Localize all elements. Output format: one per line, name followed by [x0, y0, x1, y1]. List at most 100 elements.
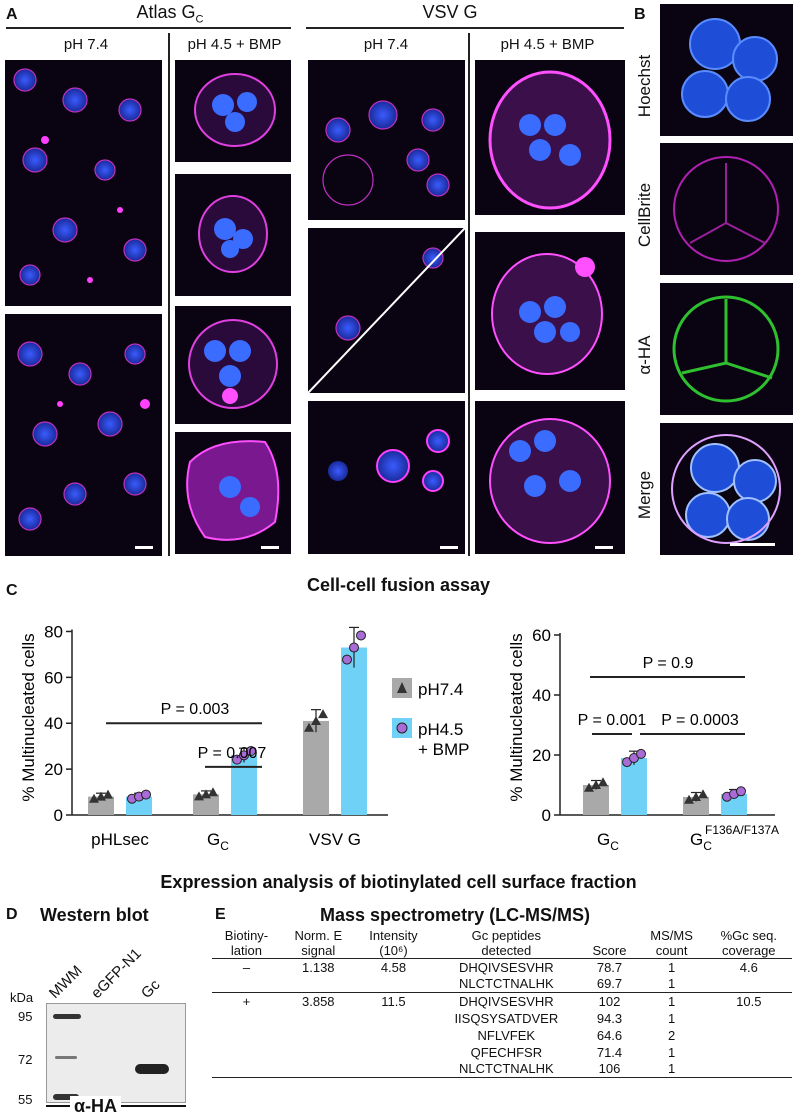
band-gc [135, 1064, 169, 1074]
ms-cell: 4.6 [739, 959, 758, 975]
scale-bar [440, 546, 458, 549]
ms-header: Score [581, 928, 637, 959]
micrograph-atlas-ph45-3 [175, 306, 291, 424]
band-mwm-95 [53, 1014, 81, 1019]
data-point-triangle [318, 709, 328, 719]
ms-cell [212, 1061, 281, 1078]
ms-cell: NLCTCTNALHK [459, 976, 554, 992]
data-point-triangle [584, 782, 594, 792]
atlas-header: Atlas GC [80, 2, 260, 26]
ms-cell [356, 1061, 432, 1078]
atlas-header-sub: C [195, 13, 204, 26]
ms-header-text: Norm. E [294, 928, 343, 943]
data-point-triangle [311, 715, 321, 725]
data-point-circle [141, 789, 151, 800]
band-mwm-72 [55, 1056, 77, 1059]
ms-cell: 71.4 [596, 1044, 623, 1060]
ms-header-text: Intensity [369, 928, 418, 943]
ms-cell: + [242, 993, 251, 1009]
data-point-triangle [103, 789, 113, 799]
data-point-triangle [208, 787, 218, 797]
legend-circle [396, 722, 408, 734]
ms-cell: – [242, 959, 251, 975]
ms-cell [356, 1010, 432, 1027]
ms-cell [281, 1044, 356, 1061]
y-tick-label: 40 [44, 714, 63, 733]
ms-header-text: Score [592, 943, 627, 958]
x-label-sub: C [703, 839, 712, 853]
ms-cell: 94.3 [596, 1010, 623, 1026]
panel-b-row-cellbrite: CellBrite [635, 182, 654, 248]
ms-header-text: detected [481, 943, 532, 958]
ms-header: %Gc seq. coverage [706, 928, 792, 959]
ms-cell [706, 1010, 792, 1027]
chart-legend: pH7.4 pH4.5+ BMP [392, 678, 470, 759]
ms-row: NLCTCTNALHK 69.7 1 [212, 976, 792, 993]
ms-cell: 3.858 [302, 993, 335, 1009]
data-point-triangle [691, 792, 701, 801]
vsv-ph45-label: pH 4.5 + BMP [500, 36, 595, 53]
ms-cell [356, 976, 432, 993]
ms-cell: 1 [668, 993, 676, 1009]
p-value-label: P = 0.003 [161, 701, 230, 718]
y-tick-label: 60 [532, 626, 551, 645]
vsv-header-rule [306, 27, 624, 29]
y-axis-label: % Multinucleated cells [19, 633, 38, 801]
scale-bar [135, 546, 153, 549]
x-label-vsvg: VSV G [309, 830, 361, 849]
panel-a-label: A [6, 6, 18, 23]
y-tick-label: 0 [542, 806, 551, 825]
ms-cell: QFECHFSR [470, 1044, 543, 1060]
ms-cell: IISQSYSATDVER [454, 1010, 559, 1026]
ms-cell: DHQIVSESVHR [459, 993, 554, 1009]
bar-ph45 [341, 647, 367, 815]
ms-table-body: –1.138 4.58 DHQIVSESVHR 78.7 1 4.6 NLCTCTNALHK… [212, 958, 792, 1078]
legend-triangle [397, 682, 407, 693]
divider-atlas [168, 33, 170, 556]
x-label-sub: C [610, 839, 619, 853]
panel-e-label: E [215, 906, 226, 923]
band-mwm-55 [53, 1094, 79, 1100]
data-point-circle [736, 786, 746, 797]
marker-72: 72 [18, 1052, 33, 1067]
atlas-ph45-label: pH 4.5 + BMP [187, 36, 282, 53]
data-point-circle [349, 642, 359, 653]
ms-cell [281, 1027, 356, 1044]
ms-cell: 78.7 [596, 959, 623, 975]
ms-header-text: count [655, 943, 688, 958]
micrograph-vsv-ph45-2 [475, 232, 625, 390]
ms-header-text: (10⁶) [379, 943, 408, 958]
western-blot-title: Western blot [40, 905, 149, 925]
data-point-triangle [598, 777, 608, 787]
ms-cell [356, 1044, 432, 1061]
lane-mwm: MWM [45, 962, 86, 1002]
ms-cell: 1 [668, 1044, 676, 1060]
micrograph-atlas-ph74-top [5, 60, 162, 306]
ms-cell [281, 1061, 356, 1078]
panel-b-row-aha: α-HA [635, 335, 654, 375]
ms-header: MS/MS count [638, 928, 706, 959]
scale-bar [261, 546, 279, 549]
x-label-gc: GC [207, 830, 229, 853]
panel-d-label: D [6, 906, 18, 923]
ms-header: Gc peptides detected [431, 928, 581, 959]
y-tick-label: 20 [44, 760, 63, 779]
data-point-circle [636, 748, 646, 759]
micrograph-vsv-ph74-3 [308, 401, 465, 554]
data-point-triangle [684, 794, 694, 804]
ms-cell [281, 1010, 356, 1027]
data-point-triangle [304, 722, 314, 732]
y-tick-label: 60 [44, 668, 63, 687]
legend-label-ph45: pH4.5 [418, 720, 463, 739]
fusion-assay-title: Cell-cell fusion assay [306, 575, 491, 595]
ms-cell: 1 [668, 976, 676, 992]
data-point-circle [246, 746, 256, 757]
fusion-charts: 0 20 40 60 80 % Multinucleated cells pHLsec GC V… [19, 622, 779, 853]
micrograph-atlas-ph45-4 [175, 432, 291, 554]
lane-gc: Gc [137, 976, 164, 1002]
micrograph-b-cellbrite [660, 143, 793, 275]
ms-cell: 4.58 [380, 959, 407, 975]
panel-b-row-merge: Merge [635, 470, 654, 520]
